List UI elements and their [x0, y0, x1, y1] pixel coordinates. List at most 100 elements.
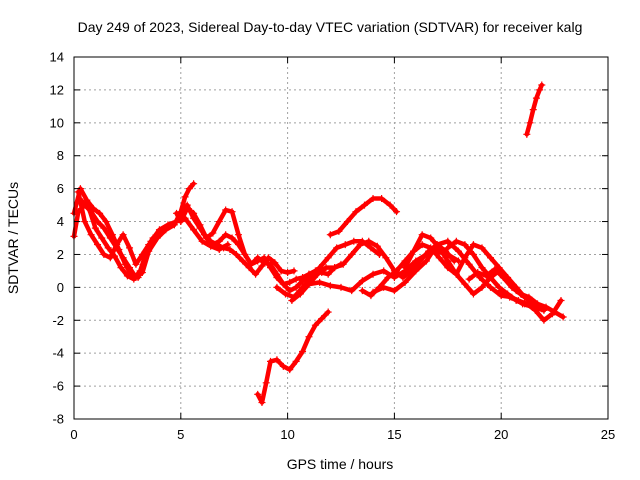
data-point: [273, 283, 281, 291]
y-tick-label: -6: [52, 379, 64, 394]
data-point: [478, 283, 486, 291]
data-point: [267, 264, 275, 272]
data-point: [299, 348, 307, 356]
data-point: [380, 267, 388, 275]
data-point: [286, 287, 294, 295]
data-point: [91, 224, 99, 232]
data-point: [279, 280, 287, 288]
data-point: [341, 241, 349, 249]
data-point: [525, 293, 533, 301]
x-tick-label: 20: [494, 427, 508, 442]
data-point: [288, 297, 296, 305]
series-arc-18: [497, 287, 565, 324]
data-point: [258, 399, 266, 407]
data-point: [273, 356, 281, 364]
data-point: [264, 254, 272, 262]
data-point: [452, 237, 460, 245]
data-point: [314, 270, 322, 278]
data-point: [523, 130, 531, 138]
data-point: [412, 267, 420, 275]
x-tick-label: 0: [70, 427, 77, 442]
data-point: [393, 267, 401, 275]
data-point: [386, 201, 394, 209]
data-point: [326, 282, 334, 290]
data-point: [290, 267, 298, 275]
data-point: [461, 280, 469, 288]
data-point: [469, 241, 477, 249]
data-point: [102, 218, 110, 226]
data-point: [100, 250, 108, 258]
data-point: [487, 283, 495, 291]
data-point: [234, 231, 242, 239]
series-arc-1: [70, 185, 232, 281]
data-point: [100, 224, 108, 232]
data-point: [262, 379, 270, 387]
data-point: [277, 267, 285, 275]
data-point: [296, 290, 304, 298]
data-point: [155, 229, 163, 237]
data-point: [348, 250, 356, 258]
data-point: [286, 278, 294, 286]
y-tick-label: 10: [50, 115, 64, 130]
data-point: [286, 366, 294, 374]
data-point: [222, 206, 230, 214]
data-point: [523, 300, 531, 308]
data-point: [356, 241, 364, 249]
data-point: [390, 287, 398, 295]
data-point: [292, 283, 300, 291]
data-point: [104, 244, 112, 252]
data-point: [79, 198, 87, 206]
data-point: [401, 264, 409, 272]
data-point: [474, 269, 482, 277]
data-point: [126, 244, 134, 252]
y-tick-label: 8: [57, 148, 64, 163]
data-point: [478, 264, 486, 272]
data-point: [435, 254, 443, 262]
data-point: [444, 237, 452, 245]
data-point: [399, 273, 407, 281]
data-point: [508, 283, 516, 291]
data-point: [324, 308, 332, 316]
data-point: [542, 303, 550, 311]
data-point: [190, 180, 198, 188]
data-point: [226, 246, 234, 254]
data-point: [200, 231, 208, 239]
data-point: [209, 229, 217, 237]
data-point: [487, 254, 495, 262]
data-point: [506, 293, 514, 301]
data-point: [393, 208, 401, 216]
data-point: [538, 81, 546, 89]
data-point: [444, 244, 452, 252]
data-point: [482, 272, 490, 280]
data-point: [534, 300, 542, 308]
data-point: [267, 357, 275, 365]
data-point: [117, 264, 125, 272]
series-arc-4: [79, 198, 163, 283]
data-point: [557, 297, 565, 305]
data-point: [331, 264, 339, 272]
data-point: [149, 234, 157, 242]
data-point: [96, 209, 104, 217]
data-point: [162, 226, 170, 234]
x-tick-label: 5: [177, 427, 184, 442]
series-arc-19: [523, 81, 546, 138]
data-point: [181, 193, 189, 201]
data-point: [198, 237, 206, 245]
data-point: [87, 231, 95, 239]
data-point: [418, 231, 426, 239]
x-tick-label: 10: [280, 427, 294, 442]
data-point: [540, 316, 548, 324]
data-point: [136, 267, 144, 275]
data-point: [254, 390, 262, 398]
y-tick-label: -4: [52, 346, 64, 361]
data-point: [350, 237, 358, 245]
series-trace: [178, 206, 344, 293]
data-point: [279, 362, 287, 370]
y-axis-label: SDTVAR / TECUs: [5, 182, 21, 294]
data-point: [194, 219, 202, 227]
data-point: [548, 310, 556, 318]
data-point: [177, 218, 185, 226]
data-point: [232, 250, 240, 258]
data-point: [241, 250, 249, 258]
data-point: [93, 241, 101, 249]
